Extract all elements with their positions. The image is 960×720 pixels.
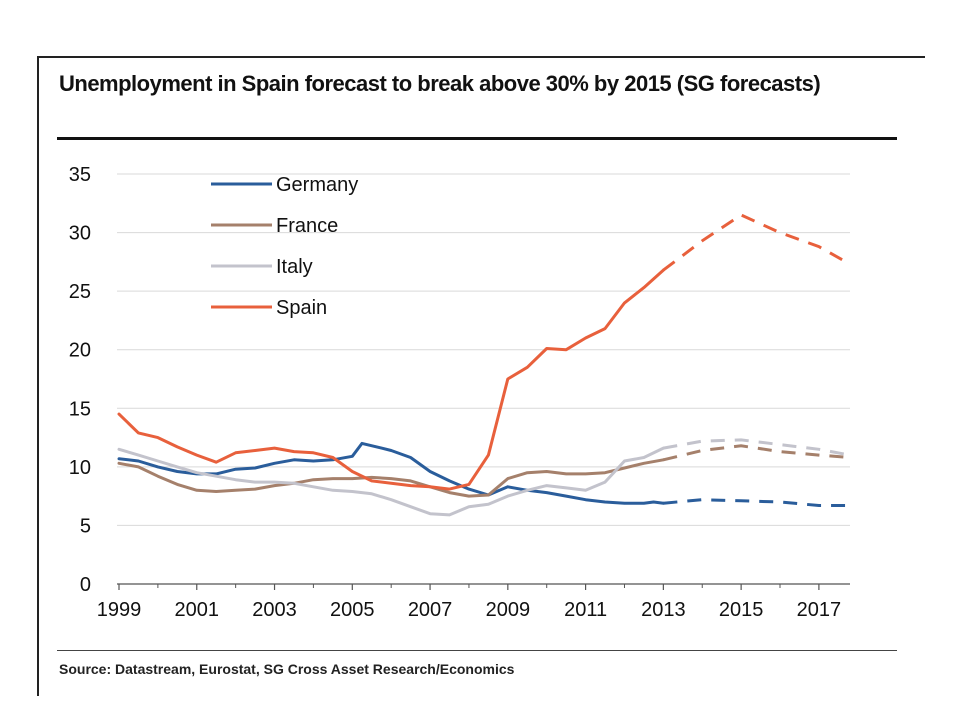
x-tick-label: 1999: [97, 599, 142, 621]
chart-title: Unemployment in Spain forecast to break …: [59, 71, 821, 96]
chart-frame: Unemployment in Spain forecast to break …: [37, 56, 925, 696]
x-tick-label: 2017: [797, 599, 842, 621]
series-forecast-germany: [663, 498, 850, 507]
series-line-france: [117, 458, 665, 498]
series-line-spain: [117, 268, 665, 491]
series-forecast-france: [663, 444, 851, 462]
y-tick-label: 25: [69, 281, 91, 303]
x-tick-label: 2011: [564, 599, 607, 621]
x-tick-label: 2005: [330, 599, 375, 621]
x-tick-label: 2001: [175, 599, 220, 621]
y-tick-label: 30: [69, 223, 91, 245]
source-rule: [57, 650, 897, 651]
y-tick-label: 35: [69, 164, 91, 186]
y-tick-label: 20: [69, 340, 91, 362]
x-tick-label: 2007: [408, 599, 453, 621]
series-forecast-italy: [663, 438, 851, 457]
series-line-italy: [117, 446, 665, 517]
y-tick-label: 15: [69, 398, 91, 420]
chart-source: Source: Datastream, Eurostat, SG Cross A…: [59, 661, 515, 677]
legend-label-italy: Italy: [276, 256, 313, 278]
x-tick-label: 2013: [641, 599, 686, 621]
x-tick-label: 2015: [719, 599, 764, 621]
chart-plot: 0 5 10 15 20 25 30 35 1999 2001 2003 2005 2007 2009 20…: [69, 164, 851, 621]
y-tick-label: 10: [69, 457, 91, 479]
x-tick-label: 2009: [486, 599, 531, 621]
x-tick-label: 2003: [252, 599, 297, 621]
y-tick-label: 5: [80, 515, 91, 537]
y-tick-label: 0: [80, 574, 91, 596]
series-forecast-spain: [662, 213, 851, 272]
title-rule: [57, 137, 897, 140]
legend-label-france: France: [276, 215, 338, 237]
legend-label-germany: Germany: [276, 174, 358, 196]
legend-label-spain: Spain: [276, 297, 327, 319]
series-line-germany: [117, 441, 665, 505]
